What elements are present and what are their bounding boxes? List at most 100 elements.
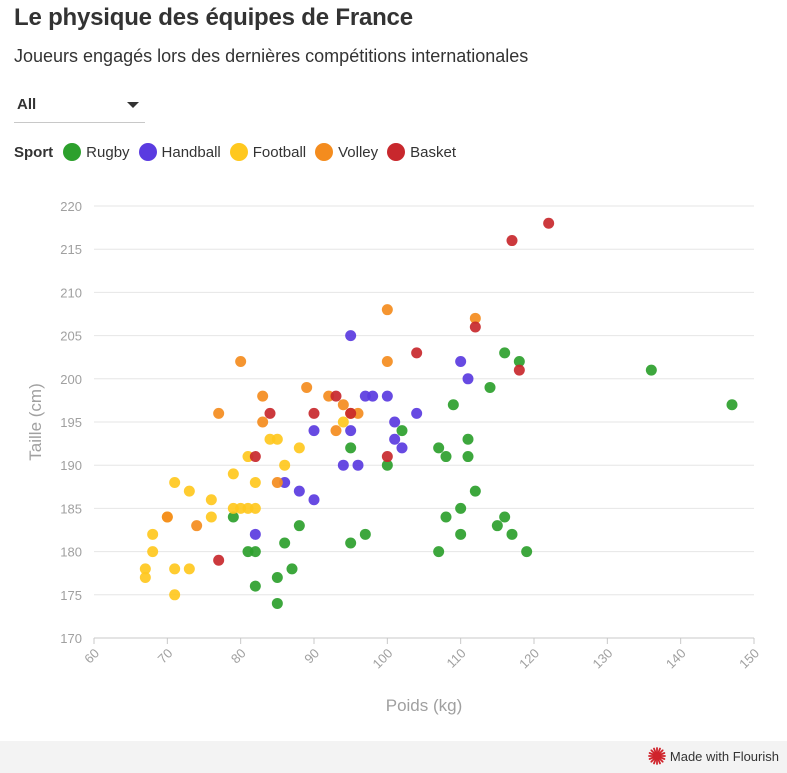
data-point-rugby[interactable] xyxy=(491,520,503,532)
data-point-rugby[interactable] xyxy=(381,459,393,471)
data-point-volley[interactable] xyxy=(271,476,283,488)
data-point-basket[interactable] xyxy=(308,407,320,419)
data-point-handball[interactable] xyxy=(411,407,423,419)
data-point-basket[interactable] xyxy=(264,407,276,419)
data-point-football[interactable] xyxy=(139,572,151,584)
data-point-volley[interactable] xyxy=(381,304,393,316)
data-point-rugby[interactable] xyxy=(726,399,738,411)
data-point-handball[interactable] xyxy=(389,416,401,428)
data-point-basket[interactable] xyxy=(543,217,555,229)
data-point-rugby[interactable] xyxy=(462,433,474,445)
data-point-football[interactable] xyxy=(183,563,195,575)
data-point-volley[interactable] xyxy=(235,356,247,368)
data-point-handball[interactable] xyxy=(367,390,379,402)
data-point-rugby[interactable] xyxy=(440,511,452,523)
data-point-rugby[interactable] xyxy=(513,356,525,368)
data-point-football[interactable] xyxy=(249,476,261,488)
data-point-rugby[interactable] xyxy=(447,399,459,411)
data-point-basket[interactable] xyxy=(213,554,225,566)
data-point-basket[interactable] xyxy=(411,347,423,359)
sport-filter-dropdown[interactable]: All xyxy=(14,92,145,123)
data-point-rugby[interactable] xyxy=(227,511,239,523)
data-point-football[interactable] xyxy=(205,511,217,523)
data-point-handball[interactable] xyxy=(389,433,401,445)
data-point-rugby[interactable] xyxy=(345,442,357,454)
data-point-football[interactable] xyxy=(227,468,239,480)
data-point-football[interactable] xyxy=(147,528,159,540)
data-point-basket[interactable] xyxy=(513,364,525,376)
data-point-rugby[interactable] xyxy=(484,381,496,393)
data-point-volley[interactable] xyxy=(191,520,203,532)
data-point-rugby[interactable] xyxy=(345,537,357,549)
data-point-handball[interactable] xyxy=(345,330,357,342)
data-point-rugby[interactable] xyxy=(271,597,283,609)
data-point-handball[interactable] xyxy=(345,425,357,437)
legend-item-volley[interactable]: Volley xyxy=(315,143,378,161)
data-point-football[interactable] xyxy=(169,563,181,575)
data-point-volley[interactable] xyxy=(337,399,349,411)
data-point-volley[interactable] xyxy=(257,416,269,428)
data-point-volley[interactable] xyxy=(301,381,313,393)
data-point-football[interactable] xyxy=(169,476,181,488)
data-point-football[interactable] xyxy=(169,589,181,601)
data-point-handball[interactable] xyxy=(249,528,261,540)
data-point-football[interactable] xyxy=(147,546,159,558)
legend-item-basket[interactable]: Basket xyxy=(387,143,456,161)
data-point-rugby[interactable] xyxy=(271,572,283,584)
data-point-handball[interactable] xyxy=(308,494,320,506)
data-point-rugby[interactable] xyxy=(293,520,305,532)
data-point-football[interactable] xyxy=(249,502,261,514)
data-point-rugby[interactable] xyxy=(249,546,261,558)
data-point-volley[interactable] xyxy=(161,511,173,523)
data-point-handball[interactable] xyxy=(381,390,393,402)
data-point-rugby[interactable] xyxy=(462,451,474,463)
data-point-volley[interactable] xyxy=(330,425,342,437)
data-point-handball[interactable] xyxy=(396,442,408,454)
data-point-rugby[interactable] xyxy=(359,528,371,540)
data-point-football[interactable] xyxy=(271,433,283,445)
data-point-rugby[interactable] xyxy=(249,580,261,592)
data-point-rugby[interactable] xyxy=(499,511,511,523)
data-point-volley[interactable] xyxy=(257,390,269,402)
data-point-handball[interactable] xyxy=(337,459,349,471)
data-point-volley[interactable] xyxy=(469,312,481,324)
data-point-basket[interactable] xyxy=(506,235,518,247)
data-point-basket[interactable] xyxy=(249,451,261,463)
made-with-flourish-link[interactable]: Made with Flourish xyxy=(647,747,779,765)
data-point-rugby[interactable] xyxy=(396,425,408,437)
data-point-handball[interactable] xyxy=(308,425,320,437)
data-point-football[interactable] xyxy=(183,485,195,497)
data-point-rugby[interactable] xyxy=(440,451,452,463)
data-point-handball[interactable] xyxy=(293,485,305,497)
chevron-down-icon[interactable] xyxy=(127,102,139,108)
data-point-rugby[interactable] xyxy=(433,546,445,558)
legend-item-football[interactable]: Football xyxy=(229,143,306,161)
data-point-handball[interactable] xyxy=(455,356,467,368)
data-point-rugby[interactable] xyxy=(521,546,533,558)
data-point-rugby[interactable] xyxy=(506,528,518,540)
data-point-football[interactable] xyxy=(337,416,349,428)
data-point-rugby[interactable] xyxy=(645,364,657,376)
data-point-rugby[interactable] xyxy=(455,528,467,540)
data-point-football[interactable] xyxy=(139,563,151,575)
data-point-rugby[interactable] xyxy=(455,502,467,514)
data-point-rugby[interactable] xyxy=(499,347,511,359)
data-point-rugby[interactable] xyxy=(433,442,445,454)
data-point-basket[interactable] xyxy=(345,407,357,419)
data-point-football[interactable] xyxy=(293,442,305,454)
legend-item-handball[interactable]: Handball xyxy=(138,143,221,161)
data-point-handball[interactable] xyxy=(352,459,364,471)
legend-item-rugby[interactable]: Rugby xyxy=(63,143,130,161)
data-point-rugby[interactable] xyxy=(286,563,298,575)
data-point-volley[interactable] xyxy=(213,407,225,419)
data-point-basket[interactable] xyxy=(330,390,342,402)
data-point-football[interactable] xyxy=(279,459,291,471)
data-point-handball[interactable] xyxy=(462,373,474,385)
data-point-basket[interactable] xyxy=(381,451,393,463)
chart-title: Le physique des équipes de France xyxy=(14,4,413,31)
data-point-volley[interactable] xyxy=(381,356,393,368)
data-point-rugby[interactable] xyxy=(279,537,291,549)
data-point-rugby[interactable] xyxy=(469,485,481,497)
data-point-football[interactable] xyxy=(205,494,217,506)
data-point-basket[interactable] xyxy=(469,321,481,333)
